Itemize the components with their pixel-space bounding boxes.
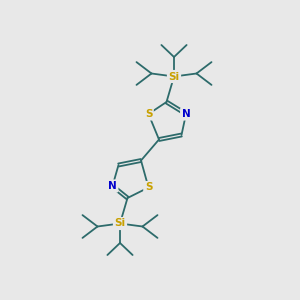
Text: S: S [145,182,152,193]
Text: N: N [108,181,117,191]
Text: Si: Si [168,71,180,82]
Text: N: N [182,109,190,119]
Text: S: S [145,109,152,119]
Text: Si: Si [114,218,126,229]
